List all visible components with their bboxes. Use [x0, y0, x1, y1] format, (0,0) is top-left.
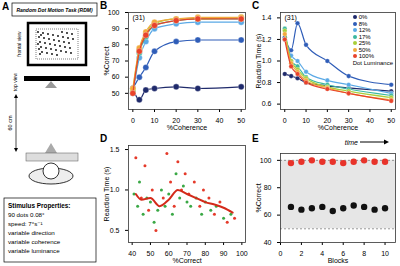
svg-text:0.8: 0.8 [262, 79, 272, 86]
svg-text:Reaction Time (s): Reaction Time (s) [103, 167, 111, 222]
svg-text:100: 100 [260, 157, 272, 164]
svg-text:20: 20 [172, 117, 181, 125]
svg-text:8: 8 [362, 250, 366, 257]
svg-text:A: A [2, 1, 9, 12]
html-text:8%: 8% [358, 20, 368, 27]
svg-text:Stimulus Properties:: Stimulus Properties: [8, 202, 71, 210]
svg-text:30: 30 [344, 117, 353, 125]
svg-text:speed: 7°s⁻¹: speed: 7°s⁻¹ [8, 220, 43, 227]
html-text:0%: 0% [358, 14, 368, 20]
svg-text:50: 50 [112, 90, 120, 97]
svg-text:%Correct: %Correct [255, 183, 262, 212]
svg-text:80: 80 [264, 184, 272, 191]
svg-text:6: 6 [341, 250, 346, 258]
svg-text:1.4: 1.4 [262, 14, 272, 21]
svg-text:90: 90 [112, 25, 120, 32]
svg-text:40: 40 [264, 239, 272, 246]
svg-text:4: 4 [320, 250, 324, 257]
svg-text:100: 100 [236, 250, 248, 257]
svg-text:0.5: 0.5 [110, 227, 120, 234]
svg-text:60: 60 [112, 73, 120, 80]
svg-text:60: 60 [164, 250, 173, 258]
svg-text:(31): (31) [133, 14, 145, 22]
svg-text:80: 80 [201, 250, 209, 257]
svg-text:0: 0 [131, 117, 135, 124]
svg-text:frontal view: frontal view [16, 31, 22, 57]
svg-text:0: 0 [279, 250, 283, 257]
svg-text:20: 20 [323, 117, 332, 125]
svg-text:%Correct: %Correct [103, 46, 110, 75]
svg-text:60: 60 [264, 211, 272, 218]
svg-text:%Coherence: %Coherence [167, 124, 208, 131]
html-text:12%: 12% [358, 27, 371, 33]
svg-text:Reaction Time (s): Reaction Time (s) [255, 34, 263, 89]
svg-text:0: 0 [283, 117, 287, 124]
html-text:100%: 100% [358, 53, 374, 59]
svg-text:30: 30 [193, 117, 202, 125]
html-text:time: time [344, 138, 358, 146]
svg-text:70: 70 [112, 57, 120, 64]
html-text:D: D [100, 133, 108, 144]
svg-text:variable coherence: variable coherence [8, 238, 61, 245]
svg-text:1.0: 1.0 [110, 186, 120, 193]
svg-text:%Correct: %Correct [172, 257, 201, 264]
html-text:25%: 25% [358, 40, 371, 46]
svg-text:variable direction: variable direction [8, 229, 55, 236]
svg-text:60 cm: 60 cm [7, 115, 13, 130]
svg-text:80: 80 [112, 41, 120, 48]
html-text:E: E [252, 133, 259, 144]
svg-text:1.5: 1.5 [110, 146, 120, 153]
html-text:Dot Luminance: Dot Luminance [352, 59, 393, 66]
svg-text:90: 90 [220, 250, 228, 257]
svg-text:2: 2 [299, 250, 303, 257]
html-text:50%: 50% [358, 46, 371, 53]
svg-text:40: 40 [128, 250, 136, 257]
svg-text:0.6: 0.6 [262, 100, 272, 107]
svg-text:Blocks: Blocks [328, 257, 349, 264]
svg-text:10: 10 [381, 250, 389, 257]
svg-text:%Coherence: %Coherence [318, 124, 359, 131]
svg-text:Random Dot Motion Task (RDM): Random Dot Motion Task (RDM) [16, 7, 93, 13]
svg-text:1.0: 1.0 [262, 57, 272, 64]
svg-text:10: 10 [151, 117, 159, 124]
svg-text:50: 50 [387, 117, 395, 124]
svg-text:40: 40 [366, 117, 374, 124]
svg-text:50: 50 [147, 250, 155, 257]
svg-text:70: 70 [183, 250, 191, 258]
html-text:B: B [100, 0, 108, 11]
svg-text:(31): (31) [285, 14, 297, 22]
svg-text:1.2: 1.2 [262, 36, 272, 43]
svg-text:variable luminance: variable luminance [8, 247, 60, 254]
html-text:17%: 17% [358, 33, 371, 40]
svg-text:top view: top view [12, 72, 18, 91]
svg-text:100: 100 [108, 9, 120, 16]
svg-text:90 dots 0.08°: 90 dots 0.08° [8, 211, 45, 218]
svg-text:50: 50 [237, 117, 245, 124]
html-text:C: C [252, 0, 260, 11]
svg-text:10: 10 [302, 117, 310, 124]
svg-text:40: 40 [216, 117, 224, 124]
